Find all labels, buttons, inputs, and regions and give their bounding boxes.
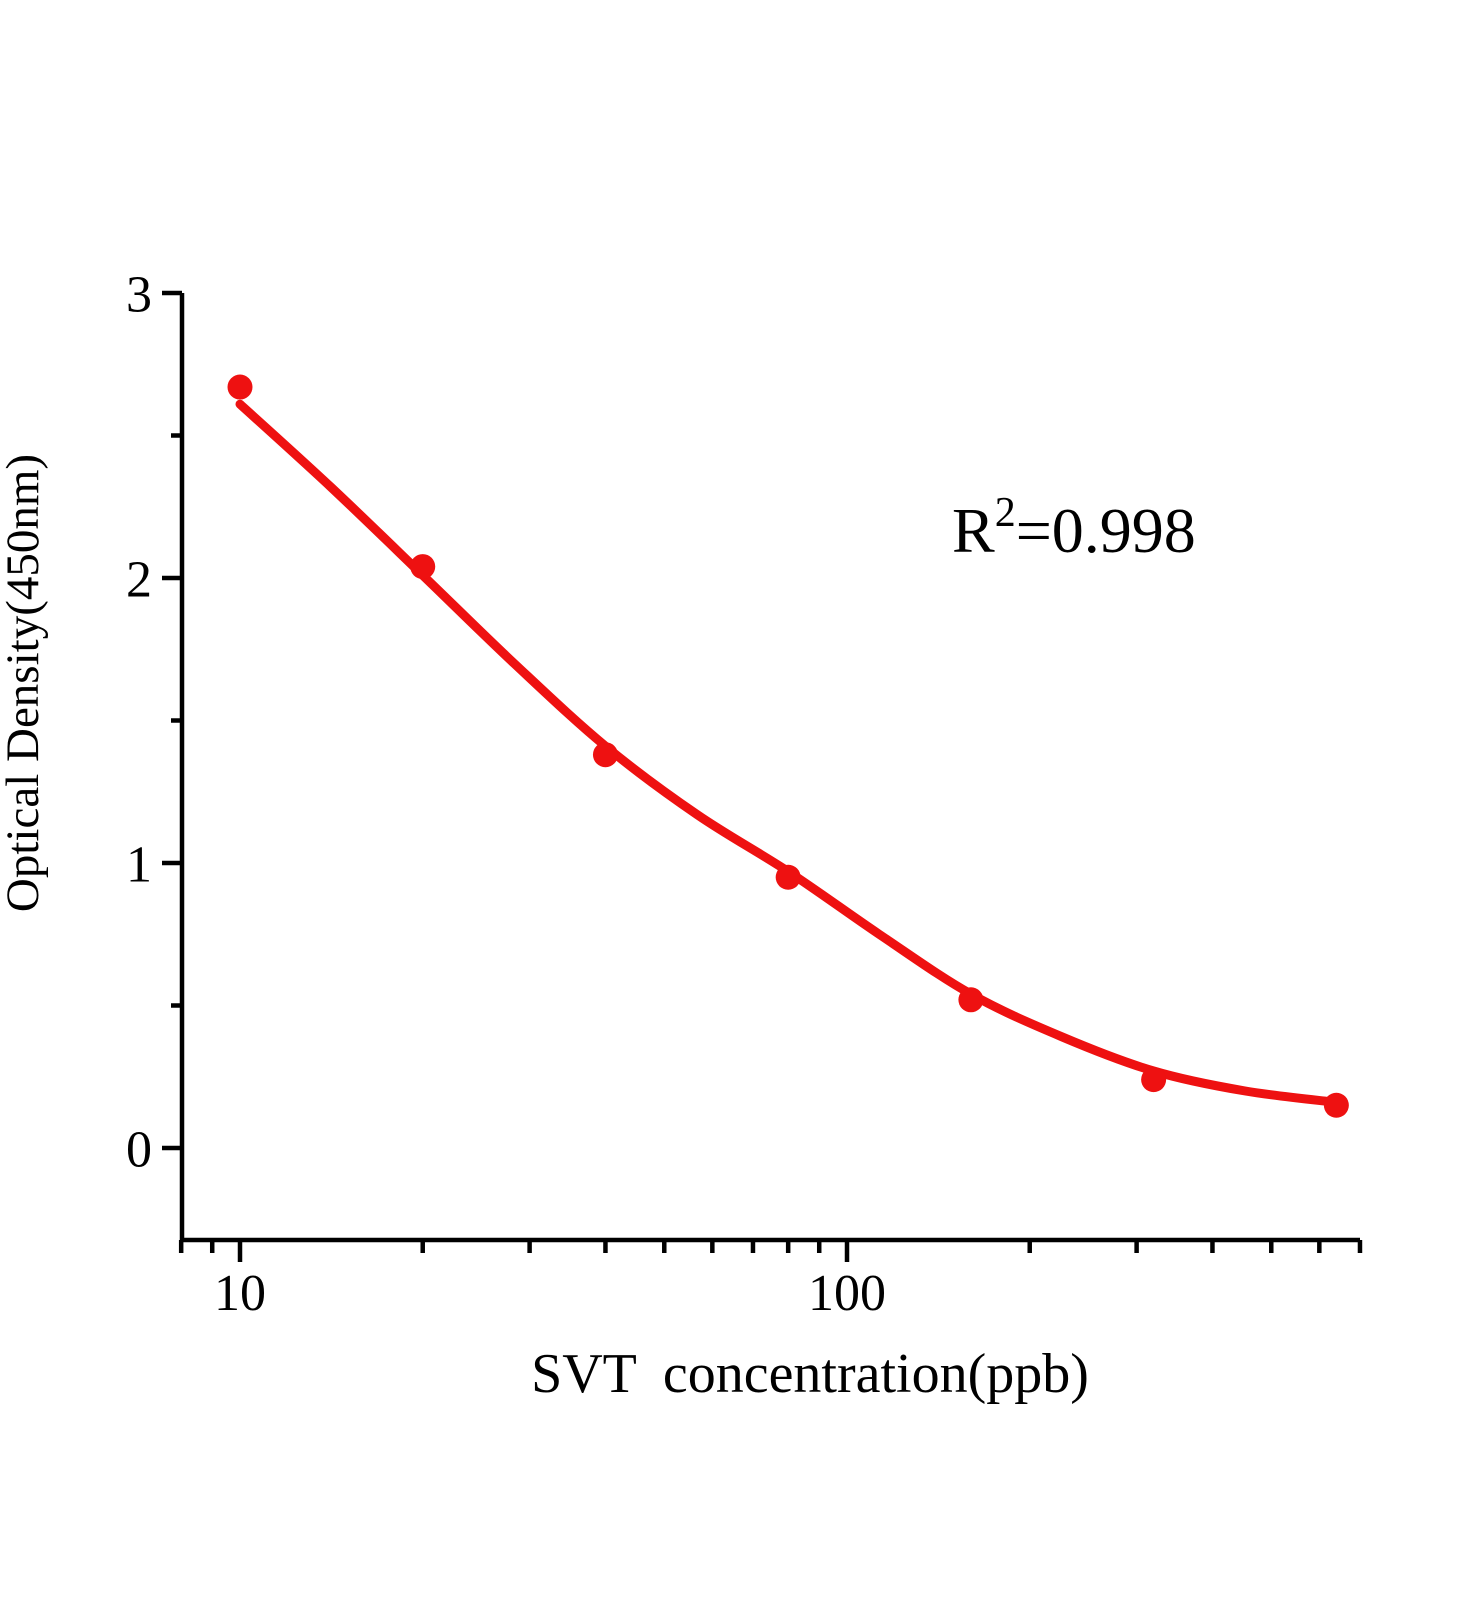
plot-area: 0 1 2 3 10 100: [126, 267, 1363, 1322]
data-point: [775, 864, 801, 890]
y-tick-label: 1: [126, 837, 152, 894]
x-axis-title: SVT concentration(ppb): [531, 1343, 1089, 1405]
data-point: [1323, 1092, 1349, 1118]
data-point: [1141, 1067, 1167, 1093]
x-tick-label: 100: [808, 1265, 886, 1322]
data-point: [410, 554, 436, 580]
y-axis-title: Optical Density(450nm): [0, 454, 49, 912]
r-squared-annotation: R2=0.998: [952, 490, 1196, 566]
y-tick-label: 2: [126, 552, 152, 609]
data-point: [592, 742, 618, 768]
r-squared-base: R: [952, 495, 995, 566]
r-squared-superscript: 2: [995, 490, 1016, 536]
y-tick-label: 0: [126, 1122, 152, 1179]
x-tick-label: 10: [214, 1265, 266, 1322]
axes-frame: [179, 293, 1360, 1243]
data-point: [227, 374, 253, 400]
data-point: [958, 987, 984, 1013]
r-squared-value: =0.998: [1016, 495, 1196, 566]
y-tick-label: 3: [126, 267, 152, 324]
